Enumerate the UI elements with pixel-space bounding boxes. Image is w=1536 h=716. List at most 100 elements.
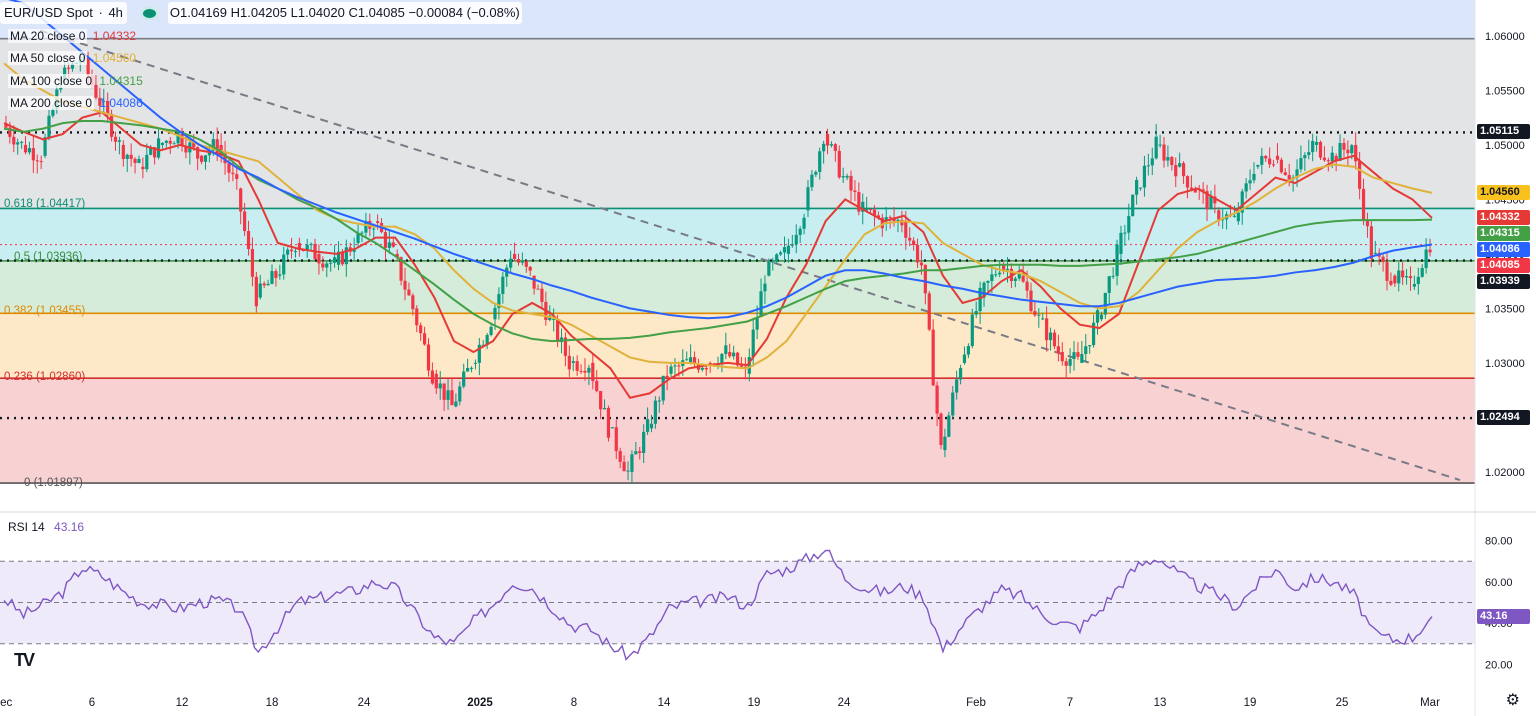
candle-body	[1346, 149, 1350, 154]
price-badge: 1.03939	[1477, 273, 1530, 289]
candle-body	[442, 383, 446, 400]
time-tick-label: 24	[358, 697, 371, 709]
rsi-line	[3, 549, 1433, 661]
candle-body	[614, 427, 618, 452]
candle-body	[262, 283, 266, 286]
candle-body	[340, 251, 345, 265]
chart-legend: EUR/USD Spot · 4h O1.04169 H1.04205 L1.0…	[0, 2, 522, 115]
price-badge: 1.04085	[1477, 257, 1530, 273]
candle-body	[1252, 173, 1256, 181]
rsi-legend[interactable]: RSI 14 43.16	[8, 520, 84, 534]
candle-body	[552, 318, 556, 320]
candle-body	[8, 127, 12, 137]
symbol-name[interactable]: EUR/USD Spot	[4, 5, 93, 21]
candle-body	[407, 289, 411, 296]
candle-body	[1005, 268, 1010, 270]
candle-body	[1322, 157, 1327, 161]
candle-body	[786, 245, 791, 254]
candle-body	[332, 257, 337, 263]
time-tick-label: 6	[89, 697, 95, 709]
candle-body	[1424, 249, 1428, 269]
candle-body	[1037, 314, 1041, 316]
candle-body	[258, 283, 262, 298]
candle-body	[790, 244, 794, 246]
candle-body	[51, 109, 55, 116]
ma20-legend[interactable]: MA 20 close 0 1.04332	[0, 25, 522, 48]
ma-line-100	[3, 119, 1433, 343]
candle-body	[1033, 311, 1037, 316]
rsi-label: RSI 14	[8, 520, 45, 534]
candle-body	[109, 113, 114, 137]
ma100-legend[interactable]: MA 100 close 0 1.04315	[0, 70, 522, 93]
candle-body	[1365, 219, 1370, 227]
candle-body	[728, 351, 732, 357]
candle-body	[199, 155, 204, 162]
candle-body	[1080, 353, 1084, 363]
candle-body	[462, 371, 466, 387]
candle-body	[180, 134, 184, 147]
candle-body	[665, 375, 669, 378]
candle-body	[1428, 249, 1432, 253]
candle-body	[489, 326, 493, 335]
candle-body	[434, 373, 438, 389]
candle-body	[798, 228, 802, 235]
candle-body	[250, 248, 255, 277]
rsi-value: 43.16	[54, 520, 85, 534]
time-tick-label: 19	[748, 697, 761, 709]
candle-body	[352, 249, 356, 252]
candle-body	[669, 366, 673, 374]
candle-body	[94, 84, 98, 98]
candle-body	[704, 367, 708, 370]
symbol-header[interactable]: EUR/USD Spot · 4h O1.04169 H1.04205 L1.0…	[0, 2, 522, 25]
candle-body	[1420, 268, 1424, 277]
candle-body	[1162, 144, 1166, 161]
candle-body	[168, 140, 172, 144]
candle-body	[1271, 164, 1276, 166]
fib-label-0: 0 (1.01897)	[24, 477, 83, 489]
candle-body	[1314, 141, 1319, 145]
candle-body	[868, 209, 873, 211]
interval[interactable]: 4h	[108, 5, 123, 21]
candle-body	[833, 144, 837, 151]
ma200-legend[interactable]: MA 200 close 0 1.04086	[0, 92, 522, 115]
ma100-value: 1.04315	[99, 73, 143, 88]
candle-body	[653, 400, 658, 424]
candle-body	[501, 276, 505, 294]
candle-body	[951, 392, 955, 416]
fib-band	[0, 208, 1475, 261]
candle-body	[837, 150, 841, 178]
candle-body	[1076, 352, 1080, 357]
tradingview-logo-icon[interactable]: TV	[14, 650, 35, 670]
candle-body	[978, 287, 982, 312]
gear-icon[interactable]: ⚙	[1505, 692, 1520, 709]
candle-body	[990, 274, 994, 282]
candle-body	[286, 249, 290, 255]
candle-body	[610, 427, 614, 429]
candle-body	[235, 174, 239, 179]
candle-body	[919, 262, 924, 266]
ohlc-values: O1.04169 H1.04205 L1.04020 C1.04085 −0.0…	[167, 2, 522, 25]
candle-body	[1275, 155, 1280, 160]
candle-body	[771, 261, 775, 263]
candle-body	[1295, 169, 1299, 178]
time-tick-label: 19	[1244, 697, 1257, 709]
candle-body	[223, 153, 227, 164]
time-tick-label: 2025	[467, 697, 493, 709]
ma50-legend[interactable]: MA 50 close 0 1.04560	[0, 47, 522, 70]
candle-body	[724, 345, 728, 354]
candle-body	[775, 254, 779, 262]
candle-body	[1138, 187, 1143, 189]
candle-body	[927, 293, 931, 330]
candle-body	[1256, 164, 1260, 167]
time-tick-label: 24	[838, 697, 851, 709]
candle-body	[239, 188, 243, 212]
candle-body	[426, 344, 431, 371]
candle-body	[689, 357, 693, 363]
candle-body	[1185, 176, 1190, 188]
candle-body	[735, 352, 740, 366]
candle-body	[755, 316, 759, 330]
candle-body	[931, 329, 935, 386]
candle-body	[1264, 155, 1268, 159]
candle-body	[595, 381, 599, 392]
